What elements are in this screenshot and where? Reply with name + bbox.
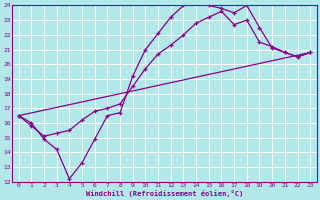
- X-axis label: Windchill (Refroidissement éolien,°C): Windchill (Refroidissement éolien,°C): [86, 190, 243, 197]
